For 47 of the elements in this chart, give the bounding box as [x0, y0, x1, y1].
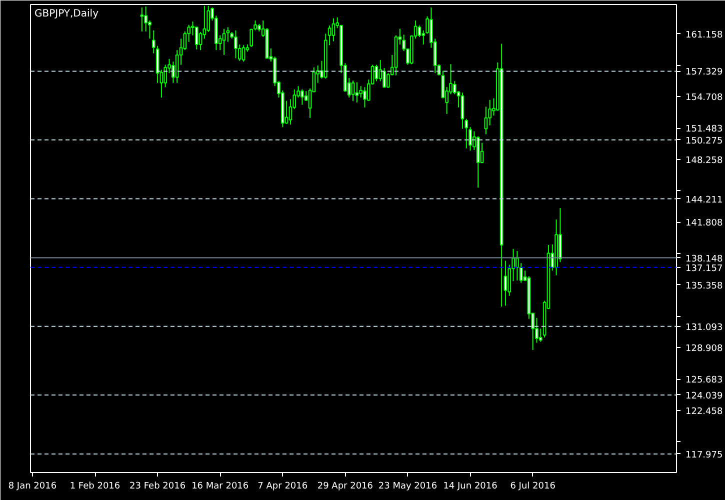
candlestick [363, 86, 366, 108]
y-tick-label: 122.458 [686, 406, 723, 417]
x-tick-label: 6 Jul 2016 [510, 482, 556, 492]
y-tick-label: 148.258 [686, 156, 723, 166]
candlestick [504, 260, 508, 306]
x-tick-label: 23 May 2016 [378, 482, 438, 492]
candlestick [288, 98, 292, 126]
ref-line-label: 138.148 [686, 254, 723, 264]
y-tick-label: 125.683 [686, 376, 723, 386]
candlestick [194, 26, 198, 50]
candlestick [222, 28, 226, 56]
candlestick [484, 106, 488, 135]
y-tick-label: 141.808 [686, 218, 723, 229]
candlestick [234, 30, 238, 59]
y-tick-label: 128.908 [686, 344, 723, 354]
candlestick [418, 25, 422, 38]
x-tick-label: 14 Jun 2016 [443, 482, 498, 492]
y-tick-label: 135.358 [686, 281, 723, 292]
chart-title: GBPJPY,Daily [34, 8, 99, 20]
x-tick-label: 23 Feb 2016 [130, 482, 186, 492]
ref-line-label: 117.975 [686, 450, 723, 460]
candlestick [441, 70, 445, 99]
x-tick-label: 7 Apr 2016 [258, 482, 308, 492]
x-tick-label: 8 Jan 2016 [8, 482, 57, 492]
candlestick [140, 7, 144, 32]
y-tick-label: 154.708 [686, 93, 723, 104]
candlestick [242, 44, 246, 62]
candlestick [519, 262, 523, 284]
ref-line-label: 137.157 [686, 264, 723, 274]
candlestick [516, 250, 519, 281]
ref-line-label: 144.211 [686, 195, 723, 206]
x-tick-label: 1 Feb 2016 [70, 482, 120, 492]
candlestick [332, 18, 336, 42]
candlestick [250, 28, 254, 48]
x-tick-label: 16 Mar 2016 [192, 482, 249, 492]
ref-line-label: 150.275 [686, 136, 723, 146]
ref-line-label: 131.093 [686, 322, 723, 333]
ref-line-label: 157.329 [686, 68, 723, 78]
ref-line-label: 124.039 [686, 391, 723, 402]
x-tick-label: 29 Apr 2016 [317, 482, 374, 492]
y-tick-label: 151.483 [686, 124, 723, 135]
candlestick [300, 88, 304, 106]
candlestick [351, 80, 355, 102]
candlestick [460, 92, 464, 130]
y-tick-label: 161.158 [686, 30, 723, 40]
candlestick [355, 82, 359, 104]
candlestick [538, 328, 542, 342]
